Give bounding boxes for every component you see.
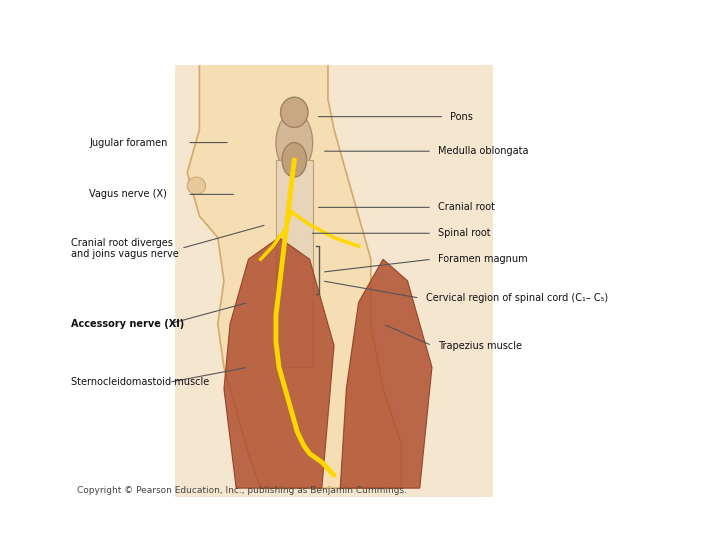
- Text: Copyright © Pearson Education, Inc., publishing as Benjamin Cummings.: Copyright © Pearson Education, Inc., pub…: [77, 485, 407, 495]
- Text: Vagus nerve (X): Vagus nerve (X): [89, 190, 167, 199]
- Text: Spinal root: Spinal root: [438, 228, 491, 238]
- Text: Medulla oblongata: Medulla oblongata: [438, 146, 528, 156]
- Ellipse shape: [276, 112, 312, 173]
- Ellipse shape: [282, 143, 307, 177]
- Text: Pons: Pons: [451, 112, 473, 122]
- Text: Foramen magnum: Foramen magnum: [438, 254, 528, 264]
- Text: Sternocleidomastoid muscle: Sternocleidomastoid muscle: [71, 377, 210, 387]
- Ellipse shape: [281, 97, 308, 127]
- Text: Trapezius muscle: Trapezius muscle: [438, 341, 522, 350]
- FancyBboxPatch shape: [135, 114, 620, 456]
- Polygon shape: [224, 238, 334, 488]
- Bar: [276, 160, 312, 367]
- Bar: [175, 65, 493, 497]
- Text: Cranial root: Cranial root: [438, 202, 495, 212]
- Text: Cranial root diverges
and joins vagus nerve: Cranial root diverges and joins vagus ne…: [71, 238, 179, 259]
- Polygon shape: [341, 259, 432, 488]
- Text: Cervical region of spinal cord (C₁– C₅): Cervical region of spinal cord (C₁– C₅): [426, 293, 608, 303]
- Text: 26: 26: [606, 453, 631, 472]
- Text: Accessory nerve (XI): Accessory nerve (XI): [71, 319, 184, 329]
- Ellipse shape: [187, 177, 206, 194]
- PathPatch shape: [187, 65, 402, 488]
- Text: Jugular foramen: Jugular foramen: [89, 138, 168, 147]
- Text: Cranial Nerve XI:  Spinal Accessory Nerve: Cranial Nerve XI: Spinal Accessory Nerve: [80, 94, 658, 122]
